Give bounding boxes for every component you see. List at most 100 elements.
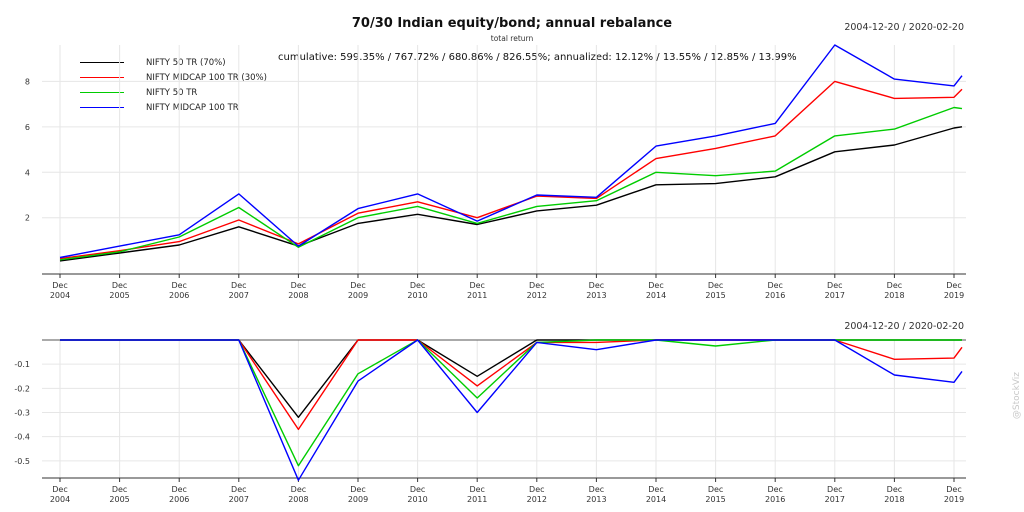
x-tick-label: Dec xyxy=(648,485,663,494)
x-tick-label: Dec xyxy=(291,485,306,494)
chart-subtitle: total return xyxy=(490,34,534,43)
x-tick-label: 2011 xyxy=(467,495,487,504)
series-line xyxy=(60,339,963,481)
legend-label: NIFTY MIDCAP 100 TR xyxy=(146,102,239,113)
x-tick-label: 2006 xyxy=(169,495,189,504)
x-tick-label: 2009 xyxy=(348,495,368,504)
x-tick-label: 2017 xyxy=(825,495,845,504)
x-tick-label: Dec xyxy=(767,485,782,494)
x-tick-label: 2009 xyxy=(348,291,368,300)
x-tick-label: Dec xyxy=(946,281,961,290)
x-tick-label: 2010 xyxy=(407,495,427,504)
cumulative-annotation: cumulative: 599.35% / 767.72% / 680.86% … xyxy=(278,52,797,63)
watermark: @StockViz xyxy=(1012,372,1022,420)
x-tick-label: Dec xyxy=(291,281,306,290)
legend-item: NIFTY MIDCAP 100 TR (30%) xyxy=(80,70,267,85)
y-tick-label: 2 xyxy=(25,214,30,223)
x-tick-label: Dec xyxy=(231,485,246,494)
x-tick-label: Dec xyxy=(589,485,604,494)
x-tick-label: 2007 xyxy=(229,291,249,300)
y-tick-label: 4 xyxy=(25,168,30,177)
series-line xyxy=(59,106,963,261)
x-tick-label: Dec xyxy=(410,485,425,494)
x-tick-label: 2014 xyxy=(646,291,666,300)
date-range-bottom: 2004-12-20 / 2020-02-20 xyxy=(844,321,964,332)
x-tick-label: 2010 xyxy=(407,291,427,300)
x-tick-label: Dec xyxy=(946,485,961,494)
x-tick-label: 2008 xyxy=(288,495,308,504)
legend: NIFTY 50 TR (70%) NIFTY MIDCAP 100 TR (3… xyxy=(80,55,267,115)
x-tick-label: 2016 xyxy=(765,291,785,300)
x-tick-label: Dec xyxy=(112,281,127,290)
legend-item: NIFTY MIDCAP 100 TR xyxy=(80,100,267,115)
x-tick-label: Dec xyxy=(410,281,425,290)
x-tick-label: Dec xyxy=(708,485,723,494)
x-tick-label: Dec xyxy=(887,485,902,494)
legend-label: NIFTY 50 TR xyxy=(146,87,198,98)
x-tick-label: Dec xyxy=(469,485,484,494)
x-tick-label: Dec xyxy=(827,281,842,290)
series-line xyxy=(59,126,963,262)
legend-swatch xyxy=(80,62,124,63)
x-tick-label: 2013 xyxy=(586,495,606,504)
x-tick-label: Dec xyxy=(52,281,67,290)
legend-item: NIFTY 50 TR xyxy=(80,85,267,100)
x-tick-label: 2006 xyxy=(169,291,189,300)
x-tick-label: 2019 xyxy=(944,291,964,300)
x-tick-label: 2015 xyxy=(705,291,725,300)
x-tick-label: 2008 xyxy=(288,291,308,300)
x-tick-label: Dec xyxy=(589,281,604,290)
x-tick-label: Dec xyxy=(171,485,186,494)
series-line xyxy=(60,339,963,431)
y-tick-label: 6 xyxy=(25,123,30,132)
top-chart-svg: 2468Dec2004Dec2005Dec2006Dec2007Dec2008D… xyxy=(25,44,966,300)
x-tick-label: 2017 xyxy=(825,291,845,300)
x-tick-label: 2011 xyxy=(467,291,487,300)
x-tick-label: Dec xyxy=(171,281,186,290)
x-tick-label: 2012 xyxy=(527,495,547,504)
x-tick-label: Dec xyxy=(52,485,67,494)
x-tick-label: 2012 xyxy=(527,291,547,300)
x-tick-label: Dec xyxy=(112,485,127,494)
x-tick-label: 2018 xyxy=(884,291,904,300)
y-tick-label: 8 xyxy=(25,77,30,86)
x-tick-label: Dec xyxy=(827,485,842,494)
series-line xyxy=(59,44,963,259)
legend-label: NIFTY MIDCAP 100 TR (30%) xyxy=(146,72,267,83)
x-tick-label: Dec xyxy=(529,485,544,494)
x-tick-label: Dec xyxy=(350,281,365,290)
x-tick-label: Dec xyxy=(529,281,544,290)
y-tick-label: -0.4 xyxy=(14,433,30,442)
x-tick-label: 2016 xyxy=(765,495,785,504)
legend-swatch xyxy=(80,107,124,108)
x-tick-label: 2013 xyxy=(586,291,606,300)
x-tick-label: 2015 xyxy=(705,495,725,504)
x-tick-label: 2018 xyxy=(884,495,904,504)
y-tick-label: -0.5 xyxy=(14,457,30,466)
x-tick-label: Dec xyxy=(469,281,484,290)
legend-item: NIFTY 50 TR (70%) xyxy=(80,55,267,70)
x-tick-label: Dec xyxy=(231,281,246,290)
x-tick-label: 2004 xyxy=(50,495,70,504)
x-tick-label: Dec xyxy=(887,281,902,290)
x-tick-label: 2004 xyxy=(50,291,70,300)
x-tick-label: 2014 xyxy=(646,495,666,504)
series-line xyxy=(60,339,962,467)
y-tick-label: -0.2 xyxy=(14,384,30,393)
x-tick-label: Dec xyxy=(767,281,782,290)
y-tick-label: -0.1 xyxy=(14,360,30,369)
x-tick-label: Dec xyxy=(648,281,663,290)
legend-swatch xyxy=(80,92,124,93)
x-tick-label: 2005 xyxy=(109,291,129,300)
date-range-top: 2004-12-20 / 2020-02-20 xyxy=(844,22,964,33)
legend-swatch xyxy=(80,77,124,78)
legend-label: NIFTY 50 TR (70%) xyxy=(146,57,226,68)
x-tick-label: 2019 xyxy=(944,495,964,504)
chart-title: 70/30 Indian equity/bond; annual rebalan… xyxy=(351,16,673,31)
x-tick-label: 2005 xyxy=(109,495,129,504)
x-tick-label: Dec xyxy=(708,281,723,290)
y-tick-label: -0.3 xyxy=(14,409,30,418)
x-tick-label: Dec xyxy=(350,485,365,494)
bottom-chart-svg: -0.1-0.2-0.3-0.4-0.5Dec2004Dec2005Dec200… xyxy=(14,339,966,504)
